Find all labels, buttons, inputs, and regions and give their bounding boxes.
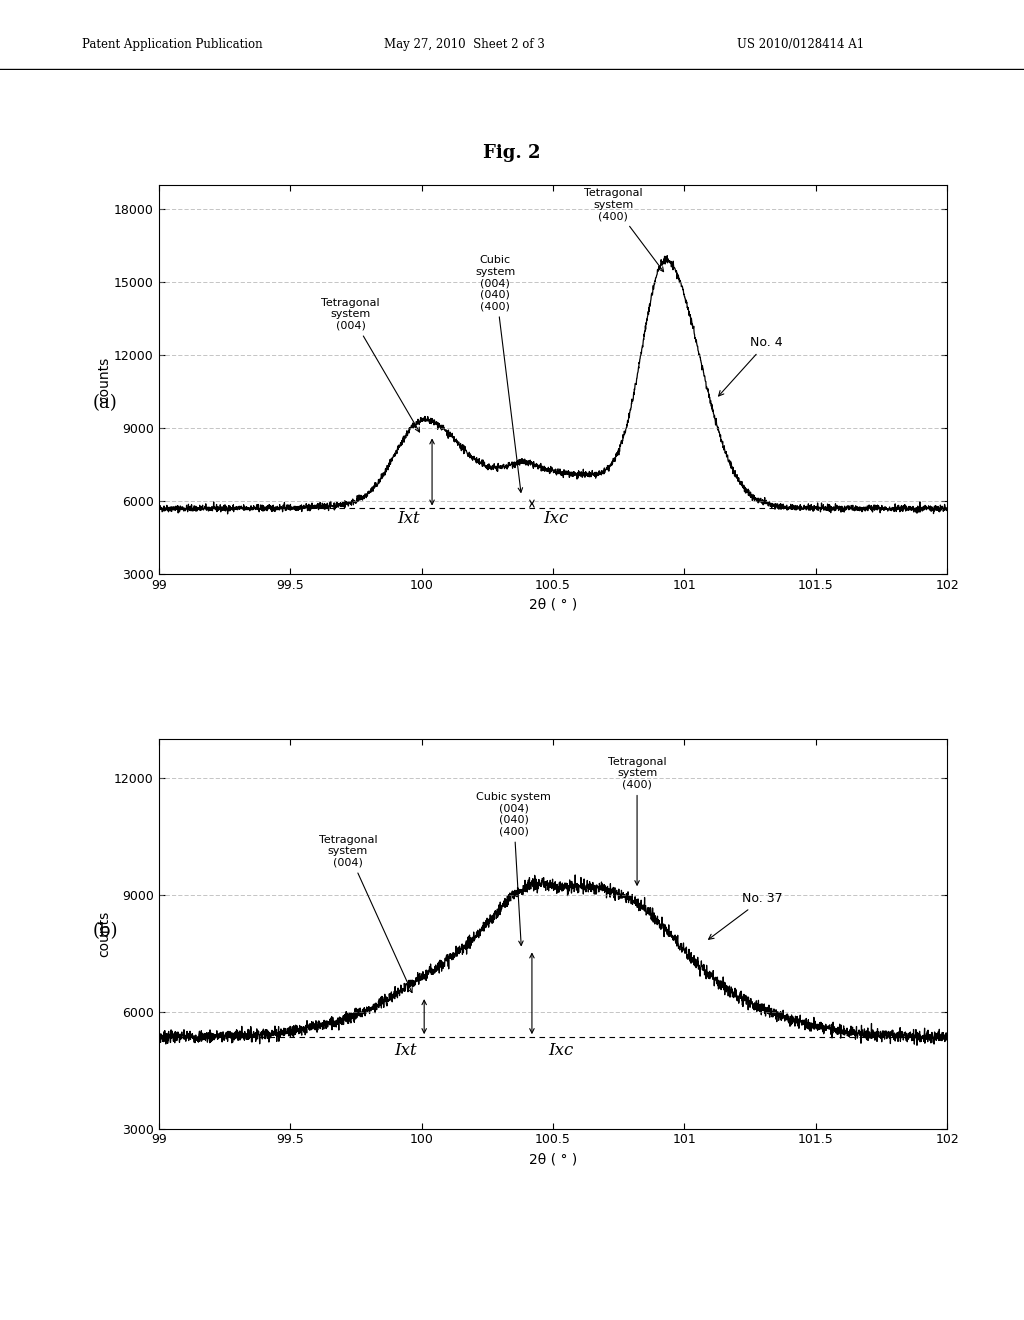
X-axis label: 2θ ( ° ): 2θ ( ° ) — [528, 598, 578, 611]
Text: Ixt: Ixt — [394, 1041, 417, 1059]
Text: Ixt: Ixt — [397, 510, 420, 527]
Text: US 2010/0128414 A1: US 2010/0128414 A1 — [737, 37, 864, 50]
Text: No. 37: No. 37 — [709, 892, 782, 940]
Text: Cubic system
(004)
(040)
(400): Cubic system (004) (040) (400) — [476, 792, 551, 945]
Y-axis label: counts: counts — [97, 911, 112, 957]
Text: Tetragonal
system
(400): Tetragonal system (400) — [584, 189, 664, 272]
Text: (a): (a) — [92, 393, 117, 412]
Text: Tetragonal
system
(004): Tetragonal system (004) — [322, 297, 420, 432]
Text: Tetragonal
system
(400): Tetragonal system (400) — [608, 756, 667, 886]
Text: Ixc: Ixc — [543, 510, 568, 527]
Text: Patent Application Publication: Patent Application Publication — [82, 37, 262, 50]
Text: May 27, 2010  Sheet 2 of 3: May 27, 2010 Sheet 2 of 3 — [384, 37, 545, 50]
Text: Cubic
system
(004)
(040)
(400): Cubic system (004) (040) (400) — [475, 255, 522, 492]
X-axis label: 2θ ( ° ): 2θ ( ° ) — [528, 1152, 578, 1166]
Text: Fig. 2: Fig. 2 — [483, 144, 541, 162]
Text: Tetragonal
system
(004): Tetragonal system (004) — [318, 834, 413, 993]
Text: (b): (b) — [92, 921, 118, 940]
Text: No. 4: No. 4 — [719, 337, 782, 396]
Y-axis label: counts: counts — [97, 356, 112, 403]
Text: Ixc: Ixc — [548, 1041, 573, 1059]
